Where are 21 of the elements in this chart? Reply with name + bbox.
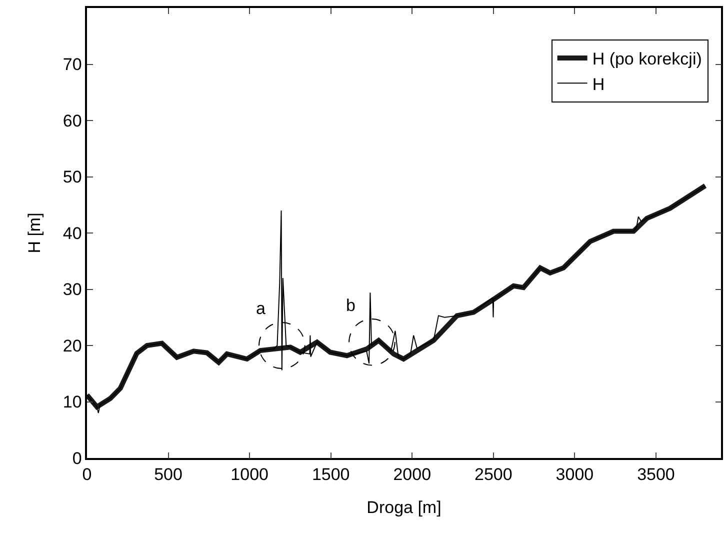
x-tick-label: 2500 — [474, 465, 512, 484]
y-tick-label: 10 — [62, 392, 82, 412]
y-tick-label: 50 — [62, 168, 82, 187]
x-tick-label: 2000 — [393, 465, 432, 484]
x-tick-label: 3000 — [556, 465, 594, 484]
y-tick-label: 60 — [62, 111, 82, 130]
legend-label: H — [592, 74, 605, 94]
x-tick-label: 1500 — [312, 465, 350, 484]
x-tick-label: 1000 — [230, 465, 268, 484]
y-tick-label: 70 — [62, 55, 82, 74]
annotation: b — [346, 296, 356, 315]
y-axis-title: H [m] — [24, 212, 44, 254]
x-axis-title: Droga [m] — [366, 498, 442, 518]
y-tick-label: 20 — [62, 336, 82, 356]
y-tick-label: 30 — [62, 280, 82, 300]
y-tick-label: 0 — [72, 448, 82, 468]
legend-label: H (po korekcji) — [592, 50, 702, 69]
x-tick-label: 3500 — [637, 465, 675, 484]
annotation: a — [256, 299, 266, 318]
y-tick-label: 40 — [62, 224, 82, 243]
x-tick-label: 500 — [154, 465, 182, 484]
